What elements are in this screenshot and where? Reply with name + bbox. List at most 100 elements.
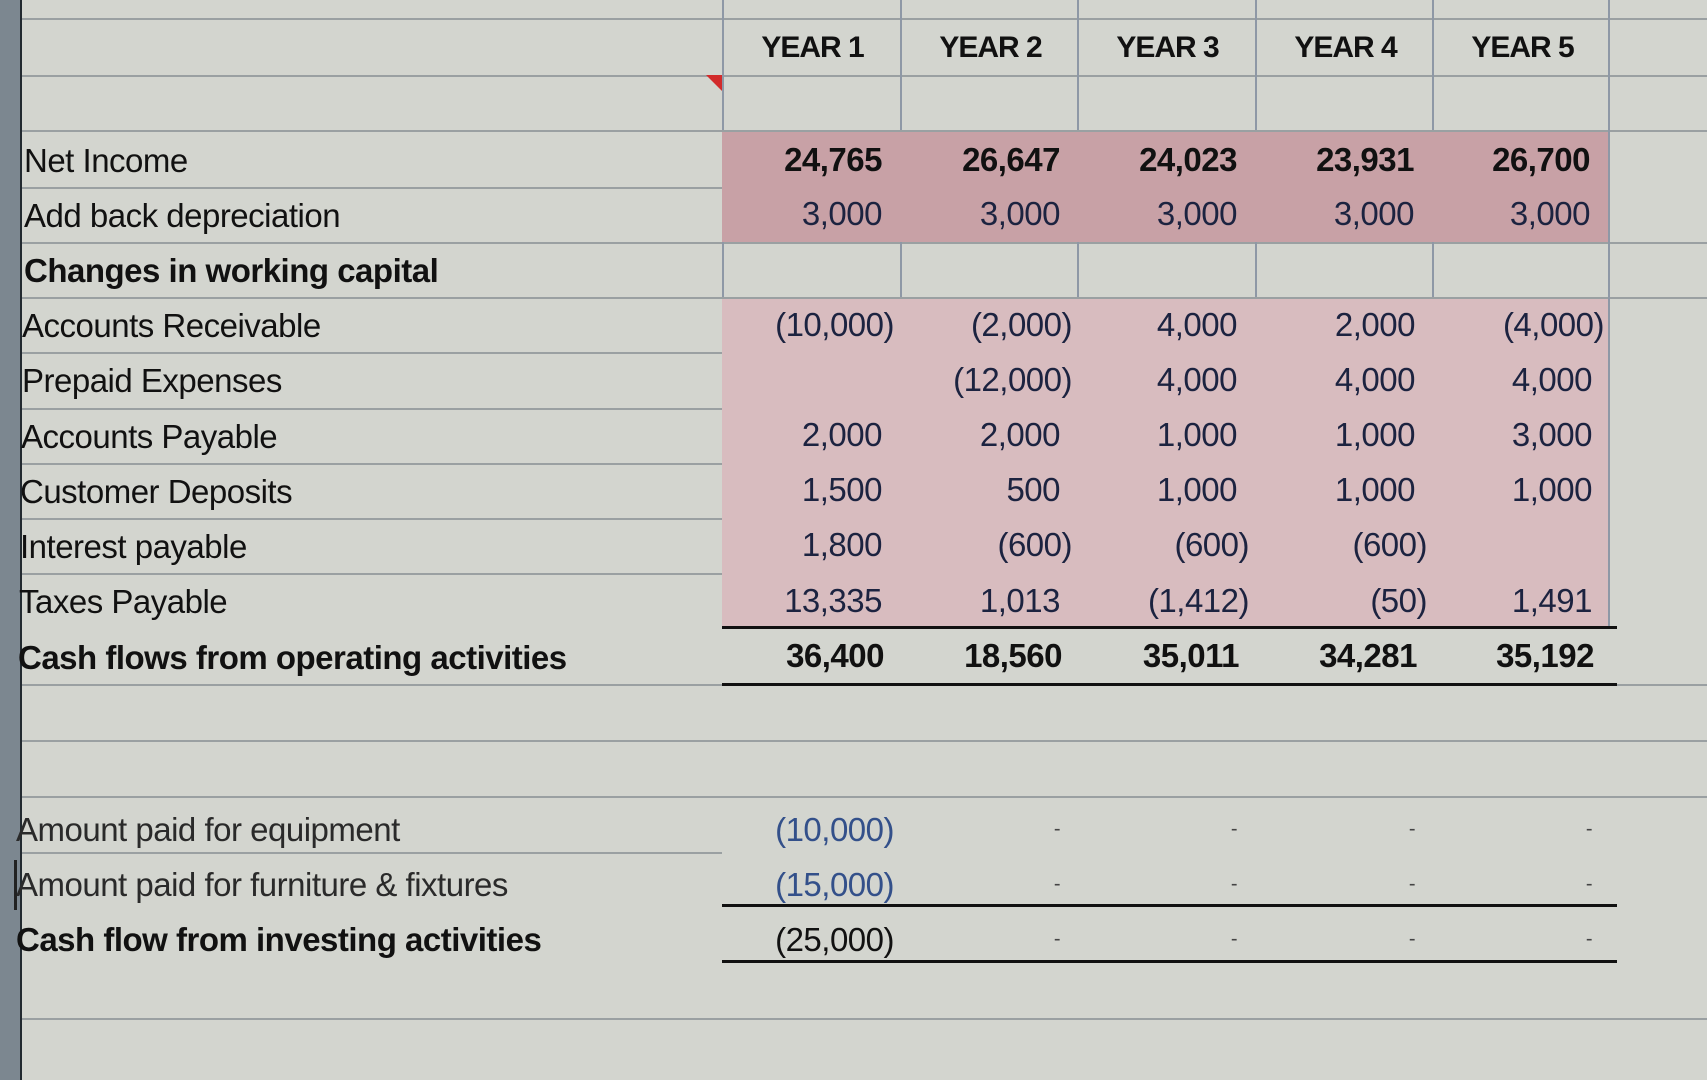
cell-taxes-y3[interactable]: (1,412) <box>1147 582 1250 619</box>
label-customer-deposits[interactable]: Customer Deposits <box>20 473 293 510</box>
gridline <box>1432 242 1434 297</box>
gridline <box>22 852 722 854</box>
cell-furniture-y5[interactable]: - <box>1585 873 1593 895</box>
total-border-top <box>722 626 1617 629</box>
header-year-2[interactable]: YEAR 2 <box>939 31 1042 64</box>
total-border-bottom <box>722 683 1617 686</box>
gridline <box>1255 0 1257 130</box>
cell-prepaid-y2[interactable]: (12,000) <box>953 361 1072 398</box>
gridline <box>22 408 722 410</box>
label-accounts-receivable[interactable]: Accounts Receivable <box>22 307 321 344</box>
cell-taxes-y2[interactable]: 1,013 <box>979 582 1061 619</box>
gridline <box>22 18 1707 20</box>
cell-taxes-y5[interactable]: 1,491 <box>1511 582 1593 619</box>
label-furniture-fixtures[interactable]: Amount paid for furniture & fixtures <box>16 866 508 903</box>
cell-net-income-y3[interactable]: 24,023 <box>1139 141 1237 178</box>
cell-taxes-y4[interactable]: (50) <box>1370 582 1427 619</box>
label-add-back-depreciation[interactable]: Add back depreciation <box>24 197 341 234</box>
highlight-working-capital-block <box>722 297 1608 628</box>
cell-interest-y4[interactable]: (600) <box>1352 526 1427 563</box>
cell-ap-y3[interactable]: 1,000 <box>1156 416 1238 453</box>
cell-interest-y3[interactable]: (600) <box>1174 526 1249 563</box>
cell-equipment-y3[interactable]: - <box>1230 818 1238 840</box>
cell-deposits-y4[interactable]: 1,000 <box>1334 471 1416 508</box>
label-cash-flow-investing[interactable]: Cash flow from investing activities <box>16 921 542 958</box>
cell-prepaid-y4[interactable]: 4,000 <box>1334 361 1416 398</box>
cell-depreciation-y3[interactable]: 3,000 <box>1156 195 1238 232</box>
cell-equipment-y1[interactable]: (10,000) <box>775 811 894 848</box>
cell-interest-y5[interactable] <box>1432 517 1604 572</box>
cell-deposits-y5[interactable]: 1,000 <box>1511 471 1593 508</box>
gridline <box>22 518 722 520</box>
cell-cfi-y2[interactable]: - <box>1053 928 1061 950</box>
cell-interest-y2[interactable]: (600) <box>997 526 1072 563</box>
cell-cfi-y1[interactable]: (25,000) <box>775 921 894 958</box>
cell-equipment-y2[interactable]: - <box>1053 818 1061 840</box>
cell-ap-y4[interactable]: 1,000 <box>1334 416 1416 453</box>
gridline <box>1077 0 1079 130</box>
cell-cfo-y5[interactable]: 35,192 <box>1496 637 1594 674</box>
cell-cfo-y2[interactable]: 18,560 <box>964 637 1062 674</box>
label-changes-working-capital[interactable]: Changes in working capital <box>24 252 439 289</box>
cell-ar-y4[interactable]: 2,000 <box>1334 306 1416 343</box>
cell-interest-y1[interactable]: 1,800 <box>801 526 883 563</box>
cell-ap-y1[interactable]: 2,000 <box>801 416 883 453</box>
cell-cfo-y4[interactable]: 34,281 <box>1319 637 1417 674</box>
comment-indicator-icon[interactable] <box>706 75 722 91</box>
label-interest-payable[interactable]: Interest payable <box>20 528 247 565</box>
cell-net-income-y1[interactable]: 24,765 <box>784 141 882 178</box>
gridline <box>1432 0 1434 130</box>
cell-cfi-y3[interactable]: - <box>1230 928 1238 950</box>
label-prepaid-expenses[interactable]: Prepaid Expenses <box>22 362 282 399</box>
gridline <box>22 796 1707 798</box>
cell-furniture-y2[interactable]: - <box>1053 873 1061 895</box>
cell-furniture-y3[interactable]: - <box>1230 873 1238 895</box>
cell-ap-y2[interactable]: 2,000 <box>979 416 1061 453</box>
cell-prepaid-y1[interactable] <box>722 352 894 407</box>
cell-cfi-y5[interactable]: - <box>1585 928 1593 950</box>
label-accounts-payable[interactable]: Accounts Payable <box>21 418 278 455</box>
cell-depreciation-y1[interactable]: 3,000 <box>801 195 883 232</box>
cell-deposits-y3[interactable]: 1,000 <box>1156 471 1238 508</box>
header-year-3[interactable]: YEAR 3 <box>1116 31 1219 64</box>
header-year-5[interactable]: YEAR 5 <box>1471 31 1574 64</box>
label-net-income[interactable]: Net Income <box>24 142 188 179</box>
label-taxes-payable[interactable]: Taxes Payable <box>19 583 228 620</box>
cell-cfo-y1[interactable]: 36,400 <box>786 637 884 674</box>
gridline <box>1255 242 1257 297</box>
cell-net-income-y4[interactable]: 23,931 <box>1316 141 1414 178</box>
cell-depreciation-y4[interactable]: 3,000 <box>1333 195 1415 232</box>
cell-depreciation-y2[interactable]: 3,000 <box>979 195 1061 232</box>
cell-furniture-y1[interactable]: (15,000) <box>775 866 894 903</box>
cell-furniture-y4[interactable]: - <box>1408 873 1416 895</box>
cell-ar-y2[interactable]: (2,000) <box>970 306 1073 343</box>
cell-ar-y1[interactable]: (10,000) <box>775 306 894 343</box>
gridline <box>22 573 722 575</box>
cell-taxes-y1[interactable]: 13,335 <box>784 582 882 619</box>
cell-prepaid-y3[interactable]: 4,000 <box>1156 361 1238 398</box>
cell-equipment-y5[interactable]: - <box>1585 818 1593 840</box>
cell-ap-y5[interactable]: 3,000 <box>1511 416 1593 453</box>
gridline <box>1608 0 1610 130</box>
gridline <box>1077 242 1079 297</box>
label-cash-flows-operating[interactable]: Cash flows from operating activities <box>18 639 567 676</box>
active-cell-edge <box>14 860 17 910</box>
header-year-4[interactable]: YEAR 4 <box>1294 31 1397 64</box>
cell-deposits-y1[interactable]: 1,500 <box>801 471 883 508</box>
header-year-1[interactable]: YEAR 1 <box>761 31 864 64</box>
cell-net-income-y2[interactable]: 26,647 <box>962 141 1060 178</box>
cell-equipment-y4[interactable]: - <box>1408 818 1416 840</box>
label-equipment[interactable]: Amount paid for equipment <box>16 811 400 848</box>
investing-total-border-bottom <box>722 960 1617 963</box>
cell-prepaid-y5[interactable]: 4,000 <box>1511 361 1593 398</box>
gridline <box>722 0 724 130</box>
cell-depreciation-y5[interactable]: 3,000 <box>1509 195 1591 232</box>
cell-net-income-y5[interactable]: 26,700 <box>1492 141 1590 178</box>
cell-deposits-y2[interactable]: 500 <box>1006 471 1060 508</box>
gridline <box>22 187 722 189</box>
cell-cfo-y3[interactable]: 35,011 <box>1142 637 1240 674</box>
cell-ar-y5[interactable]: (4,000) <box>1502 306 1605 343</box>
cell-ar-y3[interactable]: 4,000 <box>1156 306 1238 343</box>
cell-cfi-y4[interactable]: - <box>1408 928 1416 950</box>
